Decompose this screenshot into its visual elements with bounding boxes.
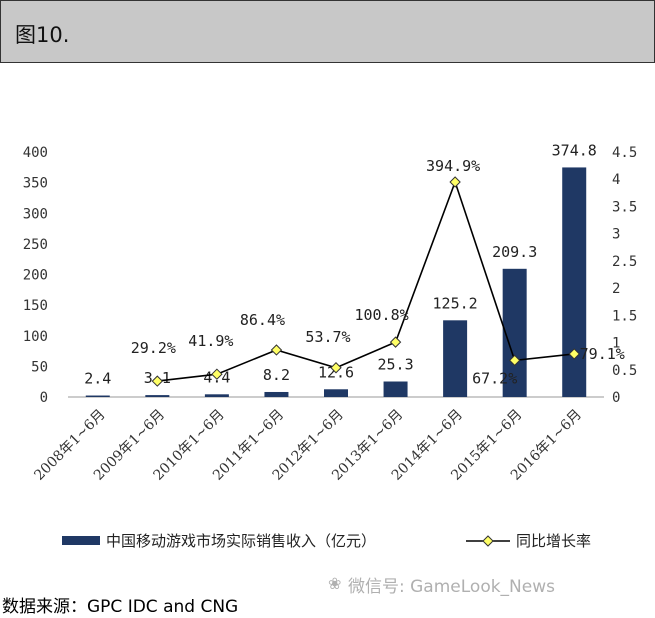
y-left-tick-label: 350 bbox=[23, 176, 48, 192]
bar bbox=[145, 395, 170, 397]
figure-title: 图10. bbox=[15, 23, 70, 47]
growth-marker bbox=[568, 348, 580, 360]
figure-header: 图10. bbox=[0, 0, 655, 63]
data-source: 数据来源：GPC IDC and CNG bbox=[2, 597, 239, 617]
y-right-tick-label: 1 bbox=[612, 336, 620, 352]
wechat-icon: ❀ bbox=[328, 574, 342, 593]
y-right-tick-label: 3.5 bbox=[612, 199, 637, 215]
growth-data-label: 394.9% bbox=[426, 157, 480, 175]
bar-data-label: 125.2 bbox=[433, 294, 478, 312]
bar-data-label: 209.3 bbox=[492, 243, 537, 261]
growth-marker bbox=[389, 336, 402, 348]
bar bbox=[85, 395, 110, 397]
y-left-tick-label: 250 bbox=[23, 237, 48, 253]
growth-marker bbox=[211, 368, 223, 380]
growth-data-label: 53.7% bbox=[305, 328, 350, 346]
y-left-tick-label: 400 bbox=[23, 145, 48, 161]
growth-marker bbox=[270, 344, 283, 356]
y-left-tick-label: 50 bbox=[31, 359, 48, 375]
growth-data-label: 67.2% bbox=[472, 369, 517, 387]
y-right-tick-label: 0.5 bbox=[612, 363, 637, 379]
growth-data-label: 86.4% bbox=[240, 311, 285, 329]
growth-marker bbox=[330, 362, 342, 374]
y-left-tick-label: 100 bbox=[23, 329, 48, 345]
legend-line-label: 同比增长率 bbox=[516, 532, 591, 550]
legend-bar-swatch bbox=[62, 536, 100, 545]
y-left-tick-label: 300 bbox=[23, 206, 48, 222]
growth-marker bbox=[151, 375, 164, 387]
legend-bar-label: 中国移动游戏市场实际销售收入（亿元） bbox=[106, 532, 376, 550]
growth-marker bbox=[449, 176, 461, 188]
watermark: 微信号: GameLook_News bbox=[348, 577, 555, 597]
bar bbox=[443, 320, 468, 397]
bar bbox=[383, 381, 408, 397]
y-left-tick-label: 150 bbox=[23, 298, 48, 314]
y-left-tick-label: 200 bbox=[23, 268, 48, 284]
bar bbox=[502, 268, 527, 397]
growth-marker bbox=[508, 354, 521, 367]
y-right-tick-label: 2.5 bbox=[612, 254, 637, 270]
growth-data-label: 41.9% bbox=[188, 332, 233, 350]
growth-data-label: 29.2% bbox=[131, 339, 176, 357]
y-right-tick-label: 3 bbox=[612, 227, 620, 243]
growth-line bbox=[157, 179, 575, 382]
bar bbox=[324, 389, 348, 397]
growth-data-label: 100.8% bbox=[354, 306, 408, 324]
y-right-tick-label: 2 bbox=[612, 281, 620, 297]
bar-data-label: 8.2 bbox=[263, 366, 290, 384]
bar-data-label: 374.8 bbox=[552, 141, 597, 159]
bar-data-label: 2.4 bbox=[84, 370, 111, 388]
y-right-tick-label: 0 bbox=[612, 390, 620, 406]
y-right-tick-label: 4.5 bbox=[612, 145, 637, 161]
bar bbox=[264, 391, 289, 397]
bar bbox=[204, 394, 229, 397]
y-right-tick-label: 4 bbox=[612, 172, 620, 188]
bar-data-label: 25.3 bbox=[377, 356, 413, 374]
growth-data-label: 79.1% bbox=[580, 345, 625, 363]
y-left-tick-label: 0 bbox=[40, 390, 48, 406]
y-right-tick-label: 1.5 bbox=[612, 308, 637, 324]
legend-line-marker bbox=[482, 535, 494, 547]
